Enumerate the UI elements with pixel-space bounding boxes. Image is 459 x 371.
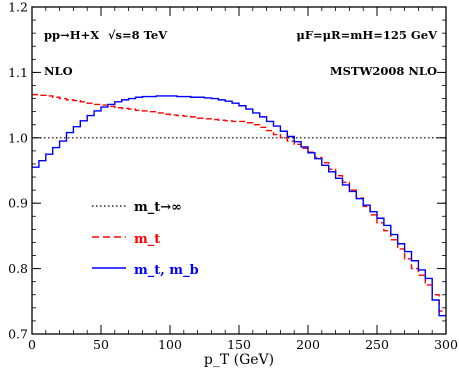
major-ticks [32, 7, 446, 334]
x-tick-label: 300 [434, 337, 458, 352]
y-tick-label: 1.2 [8, 0, 28, 15]
legend-label-mt: m_t [134, 232, 160, 247]
x-tick-label: 50 [93, 337, 109, 352]
x-tick-label: 0 [28, 337, 36, 352]
x-tick-label: 250 [365, 337, 389, 352]
legend: m_t→∞ m_t m_t, m_b [92, 200, 199, 278]
annotation-process: pp→H+X [44, 28, 99, 42]
annotation-order: NLO [44, 64, 73, 78]
x-tick-label: 150 [227, 337, 251, 352]
annotation-scales: μF=μR=mH=125 GeV [296, 28, 438, 42]
legend-label-mt-infinity: m_t→∞ [134, 200, 182, 215]
series-layer [32, 95, 446, 316]
x-tick-label: 100 [158, 337, 182, 352]
x-tick-label: 200 [296, 337, 320, 352]
annotation-energy: √s=8 TeV [108, 28, 168, 42]
minor-ticks [32, 7, 446, 334]
y-tick-label: 0.8 [8, 261, 28, 276]
series-line-mt-mb [32, 96, 446, 316]
x-axis-label: p_T (GeV) [204, 352, 274, 368]
tick-labels: 0 50 100 150 200 250 300 0.7 0.8 0.9 1.0 1.1 1.2 [8, 0, 458, 352]
series-line-mt [32, 95, 446, 311]
y-tick-label: 0.7 [8, 327, 28, 342]
y-tick-label: 1.1 [8, 65, 28, 80]
legend-label-mt-mb: m_t, m_b [134, 263, 199, 278]
y-tick-label: 1.0 [8, 130, 28, 145]
annotation-pdf: MSTW2008 NLO [330, 64, 437, 78]
plot-frame [32, 7, 446, 334]
y-tick-label: 0.9 [8, 196, 28, 211]
